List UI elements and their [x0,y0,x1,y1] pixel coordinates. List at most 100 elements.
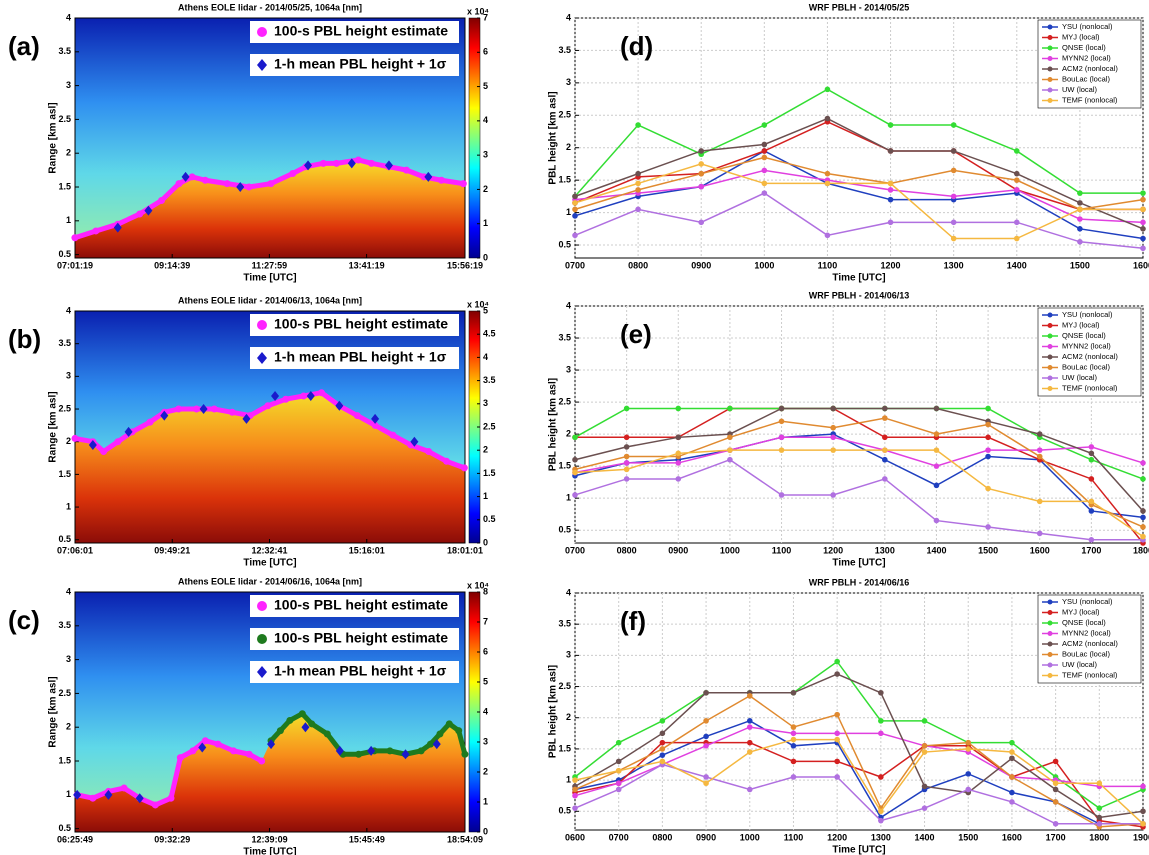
series-point [675,460,682,466]
legend-swatch-marker [1047,333,1053,339]
pbl-marker [188,173,196,181]
colorbar-tick-label: 2.5 [483,421,496,431]
series-point [659,718,666,724]
x-tick-label: 15:45:49 [349,834,385,844]
x-tick-label: 1100 [784,832,804,842]
series-point [950,167,957,174]
series-point [572,786,578,793]
legend-label: 100-s PBL height estimate [274,597,448,613]
y-tick-label: 2.5 [58,688,71,698]
series-point [1036,431,1043,437]
x-tick-label: 0800 [652,832,672,842]
y-tick-label: 1.5 [558,743,571,753]
series-point [761,154,768,161]
series-point [950,219,957,226]
pbl-marker [332,159,340,167]
pbl-marker [151,801,159,809]
series-point [727,405,733,412]
series-point [882,434,888,441]
series-line [574,738,1144,825]
pbl-mean-marker [335,745,344,756]
series-point [635,122,641,128]
pbl-marker [136,210,144,218]
series-point [933,431,940,437]
y-tick-label: 4 [566,12,571,22]
y-tick-label: 3.5 [58,620,71,630]
series-point [834,758,840,765]
x-tick-label: 0600 [565,832,585,842]
series-point [933,517,940,524]
series-point [572,232,578,239]
series-point [659,746,666,752]
series-point [834,711,840,718]
legend-box [250,347,459,369]
series-point [950,122,957,128]
legend-label: MYJ (local) [1062,32,1100,41]
pbl-marker [223,180,231,188]
series-point [1077,200,1083,206]
series-point [623,444,630,450]
series-point [1009,739,1015,746]
pbl-marker [459,180,467,188]
series-point [1009,789,1015,796]
pbl-mean-marker [199,404,208,415]
series-point [761,167,768,174]
y-tick-label: 2 [566,712,571,722]
series-line [574,741,1144,828]
legend-label: 100-s PBL height estimate [274,630,448,646]
series-point [921,743,928,749]
pbl-mean-marker [181,171,190,182]
x-tick-label: 0900 [696,832,716,842]
pbl-mean-marker [73,789,82,800]
pbl-marker [354,156,362,164]
y-tick-label: 0.5 [558,525,571,535]
pbl-mean-marker [113,222,122,233]
y-axis-label: Range [km asl] [48,102,59,173]
pbl-marker [317,389,325,397]
series-point [572,456,578,463]
pbl-marker [89,794,97,802]
series-line [574,433,1144,519]
y-tick-label: 2 [566,428,571,438]
y-tick-label: 2.5 [558,110,571,120]
series-point [830,492,836,498]
series-point [985,434,991,441]
series-point [1088,476,1095,482]
x-tick-label: 1400 [915,832,935,842]
x-tick-label: 1300 [871,832,891,842]
x-tick-label: 1100 [772,545,792,555]
series-point [887,180,894,187]
series-point [703,780,709,787]
series-point [878,689,884,696]
y-tick-label: 1.5 [558,175,571,185]
x-axis-label: Time [UTC] [243,273,296,284]
pbl-mean-marker [104,789,113,800]
legend-label: ACM2 (nonlocal) [1062,639,1118,648]
pbl-mean-marker [124,426,133,437]
legend-label: BouLac (local) [1062,74,1110,83]
x-tick-label: 18:01:01 [447,545,483,555]
pbl-marker [120,784,128,792]
pbl-marker [192,405,200,413]
series-point [572,777,578,783]
y-tick-label: 0.5 [58,823,71,833]
series-point [778,447,785,453]
chart-title: WRF PBLH - 2014/06/13 [809,290,910,300]
colorbar-tick-label: 3 [483,398,488,408]
series-point [615,758,622,765]
pbl-mean-marker [198,742,207,753]
series-point [1088,536,1095,543]
pbl-mean-marker [304,160,313,171]
y-tick-label: 2 [66,722,71,732]
pbl-mean-marker [424,171,433,182]
colorbar-tick-label: 2 [483,184,488,194]
legend-label: BouLac (local) [1062,362,1110,371]
y-tick-label: 1.5 [58,755,71,765]
series-point [1140,514,1146,521]
pbl-marker [443,457,451,465]
colorbar-tick-label: 5 [483,676,488,686]
series-point [1140,190,1146,196]
y-tick-label: 0.5 [558,806,571,816]
series-point [746,724,753,730]
colorbar-tick-label: 1 [483,218,488,228]
